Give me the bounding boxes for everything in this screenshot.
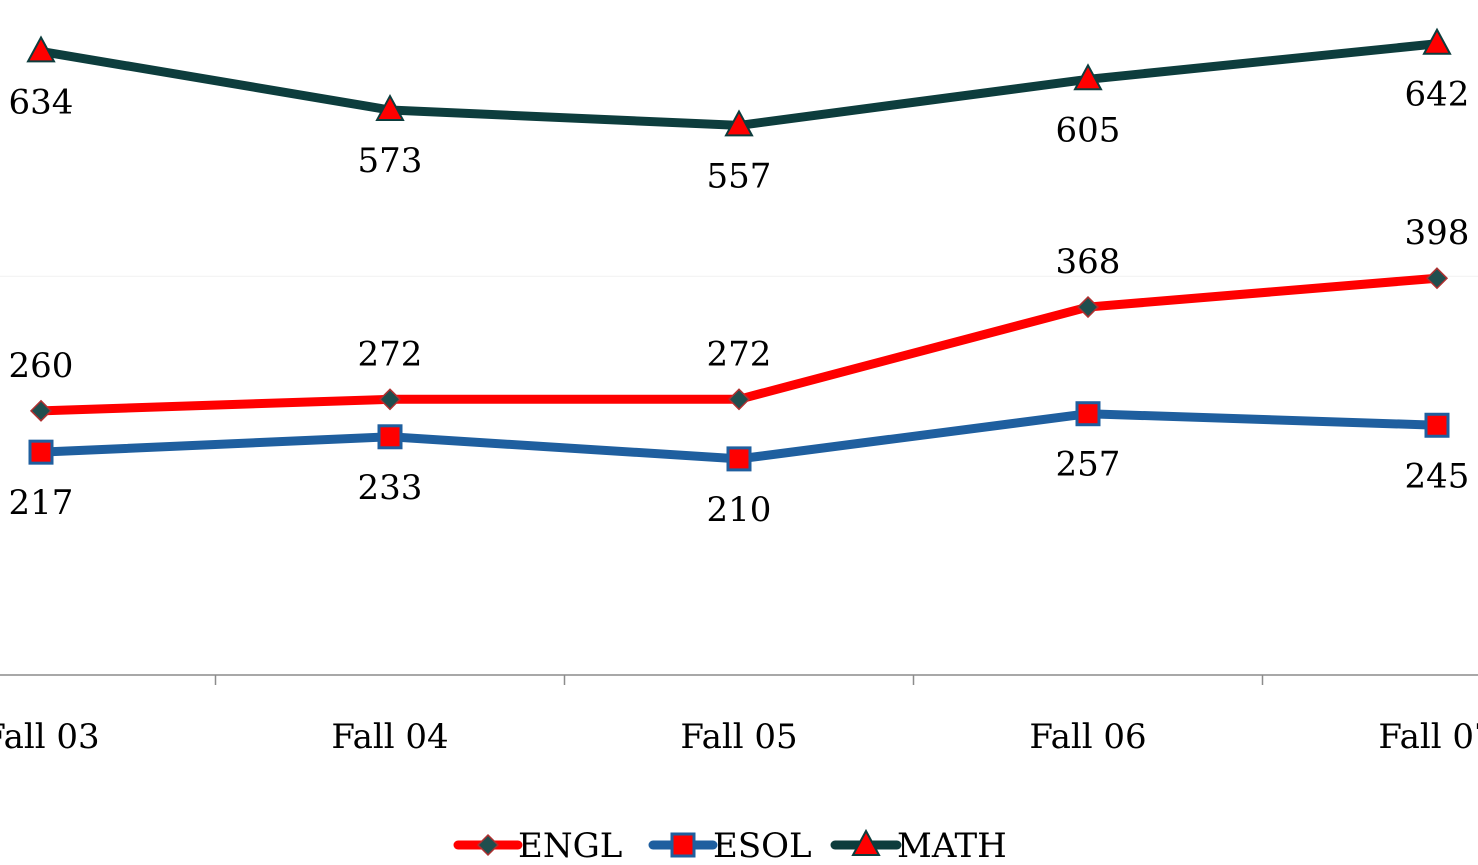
data-label-math: 573 xyxy=(358,141,423,181)
x-tick-label: Fall 06 xyxy=(1029,717,1146,757)
legend-item-engl: ENGL xyxy=(458,826,622,865)
data-label-esol: 217 xyxy=(9,483,74,523)
x-tick-label: Fall 05 xyxy=(680,717,797,757)
marker-engl xyxy=(729,389,749,409)
gridlines xyxy=(0,0,1478,276)
marker-esol xyxy=(728,448,750,470)
legend-item-esol: ESOL xyxy=(653,826,812,865)
legend-label: ENGL xyxy=(518,826,622,865)
data-label-math: 557 xyxy=(707,156,772,196)
legend-item-math: MATH xyxy=(835,826,1007,865)
legend-marker xyxy=(672,834,694,856)
marker-esol xyxy=(1077,403,1099,425)
marker-engl xyxy=(380,389,400,409)
marker-esol xyxy=(1426,414,1448,436)
marker-esol xyxy=(30,441,52,463)
legend: ENGL ESOL MATH xyxy=(458,826,1007,865)
marker-esol xyxy=(379,426,401,448)
x-tick-label: Fall 03 xyxy=(0,717,100,757)
data-label-math: 642 xyxy=(1405,75,1470,115)
x-axis: Fall 03 Fall 04 Fall 05 Fall 06 Fall 07 xyxy=(0,675,1478,757)
legend-label: ESOL xyxy=(713,826,812,865)
x-tick-label: Fall 04 xyxy=(331,717,448,757)
legend-marker xyxy=(478,835,498,855)
data-label-engl: 272 xyxy=(707,334,772,374)
data-label-esol: 233 xyxy=(358,468,423,508)
marker-engl xyxy=(1078,297,1098,317)
legend-label: MATH xyxy=(897,826,1007,865)
data-label-esol: 210 xyxy=(707,490,772,530)
data-label-esol: 257 xyxy=(1056,445,1121,485)
data-label-engl: 398 xyxy=(1405,213,1470,253)
data-label-math: 634 xyxy=(9,82,74,122)
data-label-engl: 368 xyxy=(1056,242,1121,282)
data-label-math: 605 xyxy=(1056,110,1121,150)
data-label-engl: 260 xyxy=(9,346,74,386)
data-label-engl: 272 xyxy=(358,334,423,374)
marker-engl xyxy=(31,401,51,421)
data-label-esol: 245 xyxy=(1405,456,1470,496)
marker-engl xyxy=(1427,268,1447,288)
series-group xyxy=(28,30,1450,470)
x-tick-label: Fall 07 xyxy=(1378,717,1478,757)
